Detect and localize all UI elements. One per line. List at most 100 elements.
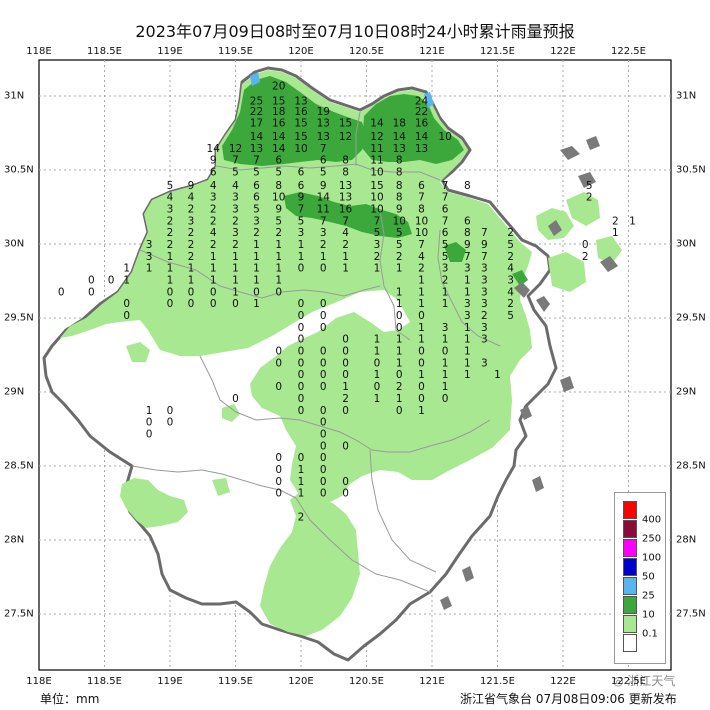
rainfall-value: 6 (464, 215, 471, 227)
rainfall-value: 16 (339, 203, 353, 215)
legend-level-label: 10 (642, 609, 655, 621)
rainfall-value: 0 (210, 298, 217, 310)
rainfall-value: 0 (298, 405, 305, 417)
y-tick-right: 27.5N (676, 608, 706, 620)
rainfall-value: 0 (396, 310, 403, 322)
y-tick-left: 29N (4, 386, 25, 398)
rainfall-value: 22 (250, 106, 263, 118)
rainfall-value: 2 (374, 251, 381, 263)
rainfall-value: 3 (374, 239, 381, 251)
rainfall-value: 8 (396, 166, 403, 178)
boundary-lishui (131, 465, 297, 499)
rainfall-value: 5 (396, 227, 403, 239)
rainfall-value: 1 (418, 322, 425, 334)
city-boundaries (131, 111, 501, 593)
rainfall-value: 16 (272, 118, 286, 130)
rainfall-value: 2 (507, 227, 514, 239)
legend-swatch (623, 596, 637, 614)
rainfall-value: 13 (294, 95, 307, 107)
rainfall-value: 1 (396, 346, 403, 358)
x-tick-bottom: 121E (419, 676, 445, 687)
rainfall-value: 4 (167, 192, 174, 204)
rainfall-value: 4 (232, 180, 239, 192)
rainfall-value: 1 (442, 357, 449, 369)
rainfall-value: 3 (481, 263, 488, 275)
rainfall-value: 2 (167, 215, 174, 227)
boundary-shaoxing (379, 209, 411, 341)
rainfall-value: 2 (167, 227, 174, 239)
rainfall-value: 1 (298, 488, 305, 500)
x-tick-top: 122.5E (611, 46, 646, 57)
rainfall-value: 16 (294, 106, 308, 118)
rainfall-value: 0 (396, 369, 403, 381)
rainfall-value: 8 (418, 203, 425, 215)
rainfall-value: 1 (464, 346, 471, 358)
rainfall-value: 20 (272, 81, 285, 93)
rainfall-value: 7 (232, 155, 239, 167)
rainfall-value: 3 (232, 227, 239, 239)
rainfall-value: 15 (294, 131, 307, 143)
rainfall-value: 0 (418, 310, 425, 322)
rainfall-value: 3 (481, 275, 488, 287)
rainfall-value: 1 (253, 263, 260, 275)
rainfall-value: 0 (167, 298, 174, 310)
y-tick-left: 27.5N (4, 608, 34, 620)
rainfall-value: 1 (442, 369, 449, 381)
rainfall-value: 18 (393, 118, 406, 130)
rainfall-value: 2 (188, 251, 195, 263)
rainfall-value: 1 (396, 393, 403, 405)
y-tick-left: 28N (4, 534, 25, 546)
rainfall-value: 2 (298, 511, 305, 523)
rainfall-value: 2 (396, 381, 403, 393)
rainfall-value: 24 (415, 95, 429, 107)
rainfall-value: 9 (210, 155, 217, 167)
y-tick-right: 28N (676, 534, 697, 546)
rainfall-value: 1 (629, 215, 636, 227)
legend-level-label: 400 (642, 514, 662, 526)
rainfall-value: 3 (188, 215, 195, 227)
y-tick-right: 29.5N (676, 312, 706, 324)
rainfall-value: 0 (320, 310, 327, 322)
rainfall-value: 1 (298, 476, 305, 488)
rainfall-value: 4 (342, 227, 349, 239)
rainfall-value: 3 (210, 192, 217, 204)
rainfall-value: 1 (396, 334, 403, 346)
rainfall-value: 8 (275, 180, 282, 192)
rainfall-value: 1 (232, 275, 239, 287)
rainfall-value: 5 (586, 180, 593, 192)
page-title: 2023年07月09日08时至07月10日08时24小时累计雨量预报 (135, 22, 575, 41)
rainfall-value: 1 (396, 357, 403, 369)
rainfall-value: 7 (374, 215, 381, 227)
rainfall-value: 3 (232, 203, 239, 215)
rainfall-value: 0 (298, 346, 305, 358)
rainfall-value: 1 (442, 298, 449, 310)
rainfall-value: 10 (370, 166, 383, 178)
rainfall-value: 8 (464, 180, 471, 192)
rainfall-value: 11 (370, 143, 383, 155)
rainfall-value: 14 (415, 131, 429, 143)
legend-swatch (623, 539, 637, 557)
rainfall-value: 1 (275, 275, 282, 287)
rainfall-value: 0 (123, 298, 130, 310)
rainfall-value: 1 (320, 251, 327, 263)
rainfall-value: 1 (442, 381, 449, 393)
rainfall-value: 10 (393, 215, 406, 227)
rainfall-value: 5 (232, 166, 239, 178)
publisher-note: 浙江省气象台 07月08日09:06 更新发布 (460, 692, 677, 706)
rainfall-value: 0 (342, 476, 349, 488)
rainfall-value: 16 (415, 118, 429, 130)
boundary-hangzhou-jiaxing (355, 111, 361, 166)
rainfall-value: 9 (275, 203, 282, 215)
rainfall-value: 1 (418, 405, 425, 417)
rainfall-value: 10 (272, 192, 285, 204)
rainfall-value: 0 (275, 286, 282, 298)
rainfall-value: 7 (320, 215, 327, 227)
rainfall-value: 0 (342, 357, 349, 369)
rainfall-value: 15 (370, 180, 383, 192)
rainfall-value: 1 (374, 263, 381, 275)
rainfall-value: 1 (418, 286, 425, 298)
rainfall-value: 1 (188, 275, 195, 287)
x-tick-bottom: 120E (288, 676, 314, 687)
